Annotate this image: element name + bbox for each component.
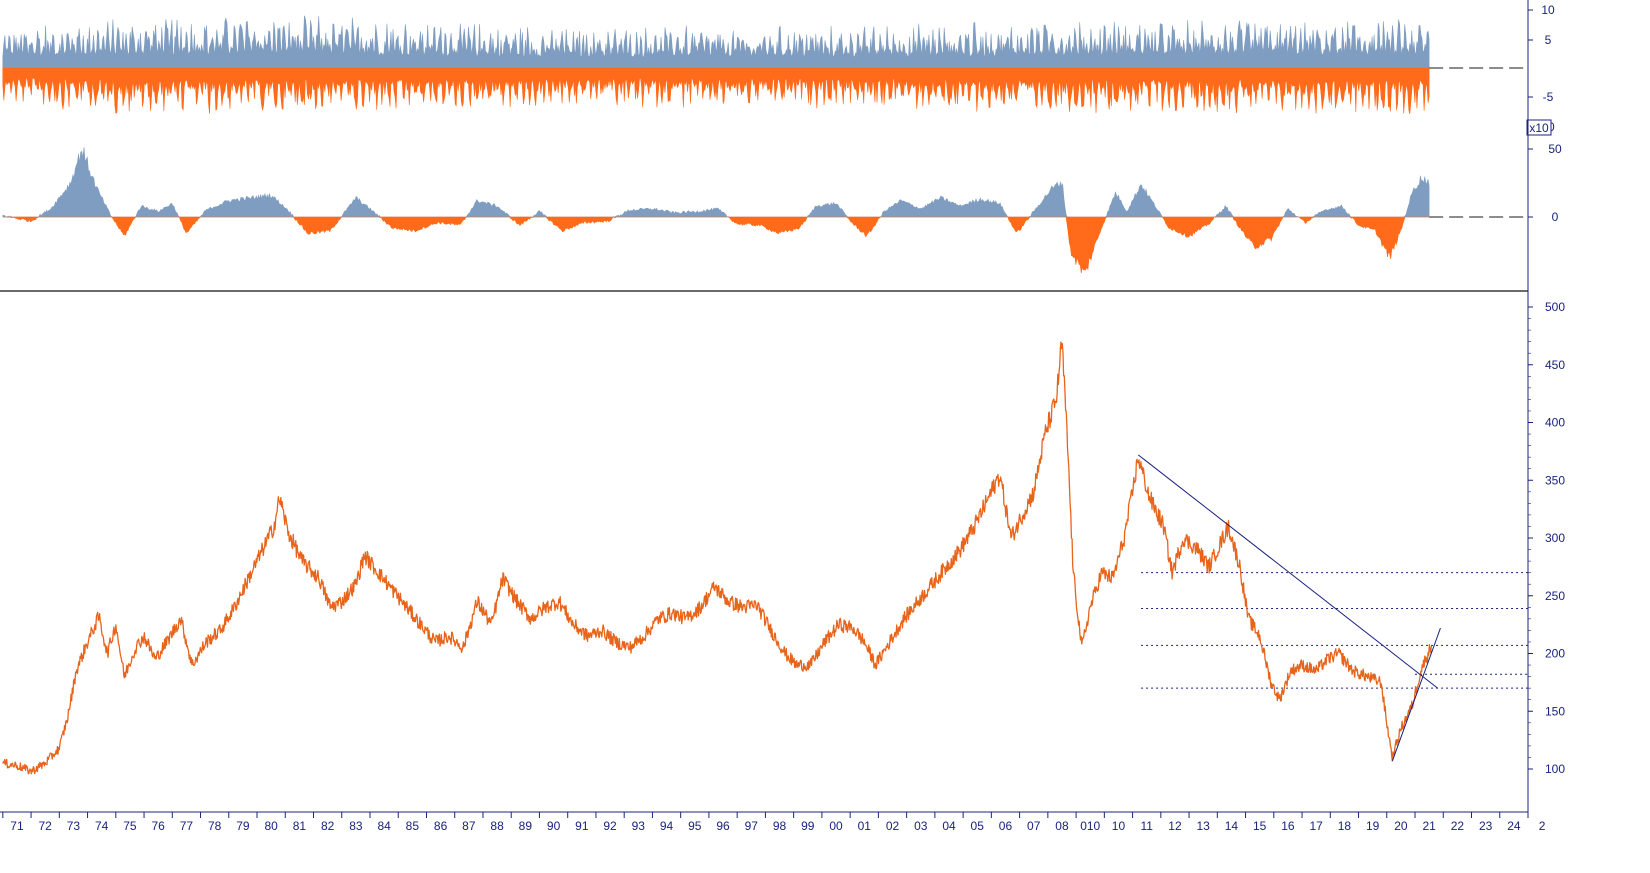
middle-positive-area [2, 147, 1430, 218]
x-tick-label: 79 [236, 819, 250, 833]
x-tick-label: 08 [1055, 819, 1069, 833]
x-tick-label: 2 [1539, 819, 1546, 833]
middle-oscillator-panel [2, 147, 1528, 274]
trend-line [1137, 454, 1438, 689]
x-tick-label: 80 [264, 819, 278, 833]
upper-oscillator-panel [2, 15, 1528, 114]
x-tick-label: 72 [39, 819, 53, 833]
x-tick-label: 81 [293, 819, 307, 833]
x-tick-label: 05 [971, 819, 985, 833]
axes: 105-510x10500500450400350300250200150100… [0, 0, 1565, 833]
x-tick-label: 82 [321, 819, 335, 833]
x-tick-label: 75 [123, 819, 137, 833]
x-tick-label: 95 [688, 819, 702, 833]
x-tick-label: 85 [406, 819, 420, 833]
x-tick-label: 78 [208, 819, 222, 833]
x-tick-label: 01 [858, 819, 872, 833]
x-tick-label: 71 [10, 819, 24, 833]
x-tick-label: 91 [575, 819, 589, 833]
price-y-tick-label: 100 [1545, 762, 1565, 776]
x-tick-label: 98 [773, 819, 787, 833]
x-tick-label: 20 [1394, 819, 1408, 833]
x-tick-label: 010 [1080, 819, 1100, 833]
x-tick-label: 87 [462, 819, 476, 833]
x-tick-label: 07 [1027, 819, 1041, 833]
x-tick-label: 97 [745, 819, 759, 833]
x-tick-label: 89 [519, 819, 533, 833]
price-y-tick-label: 450 [1545, 358, 1565, 372]
trend-line [1391, 627, 1441, 762]
x-tick-label: 11 [1140, 819, 1153, 833]
x-tick-label: 77 [180, 819, 194, 833]
x-tick-label: 92 [603, 819, 617, 833]
x-tick-label: 04 [942, 819, 956, 833]
price-y-tick-label: 250 [1545, 589, 1565, 603]
x-tick-label: 18 [1338, 819, 1352, 833]
x-tick-label: 19 [1366, 819, 1380, 833]
x-tick-label: 13 [1197, 819, 1211, 833]
x-tick-label: 94 [660, 819, 674, 833]
upper-positive-area [2, 15, 1430, 69]
x-tick-label: 06 [999, 819, 1013, 833]
x-tick-label: 17 [1309, 819, 1323, 833]
x-tick-label: 93 [632, 819, 646, 833]
upper-negative-area [2, 67, 1430, 114]
multiplier-label: x10 [1529, 121, 1549, 135]
x-tick-label: 90 [547, 819, 561, 833]
x-tick-label: 73 [67, 819, 81, 833]
x-tick-label: 86 [434, 819, 448, 833]
upper-y-tick-label: -5 [1543, 90, 1554, 104]
upper-y-tick-label: 5 [1545, 33, 1552, 47]
price-line [2, 341, 1433, 775]
middle-y-tick-label: 0 [1552, 210, 1559, 224]
middle-y-tick-label: 50 [1548, 142, 1562, 156]
x-tick-label: 74 [95, 819, 109, 833]
x-tick-label: 96 [716, 819, 730, 833]
x-tick-label: 83 [349, 819, 363, 833]
x-tick-label: 16 [1281, 819, 1295, 833]
x-tick-label: 00 [829, 819, 843, 833]
x-tick-label: 22 [1451, 819, 1465, 833]
price-y-tick-label: 500 [1545, 300, 1565, 314]
x-tick-label: 10 [1112, 819, 1126, 833]
price-y-tick-label: 300 [1545, 531, 1565, 545]
x-tick-label: 23 [1479, 819, 1493, 833]
x-tick-label: 99 [801, 819, 815, 833]
x-tick-label: 88 [490, 819, 504, 833]
price-y-tick-label: 350 [1545, 473, 1565, 487]
x-tick-label: 24 [1507, 819, 1521, 833]
price-y-tick-label: 400 [1545, 416, 1565, 430]
price-y-tick-label: 200 [1545, 647, 1565, 661]
upper-y-tick-label: 10 [1541, 3, 1555, 17]
x-tick-label: 14 [1225, 819, 1239, 833]
multiplier-box [1526, 119, 1552, 136]
x-tick-label: 84 [377, 819, 391, 833]
x-tick-label: 03 [914, 819, 928, 833]
x-tick-label: 15 [1253, 819, 1267, 833]
middle-negative-area [2, 216, 1430, 274]
price-y-tick-label: 150 [1545, 704, 1565, 718]
x-tick-label: 02 [886, 819, 900, 833]
main-price-panel [2, 341, 1528, 775]
x-tick-label: 76 [151, 819, 165, 833]
x-tick-label: 21 [1422, 819, 1436, 833]
x-tick-label: 12 [1168, 819, 1182, 833]
